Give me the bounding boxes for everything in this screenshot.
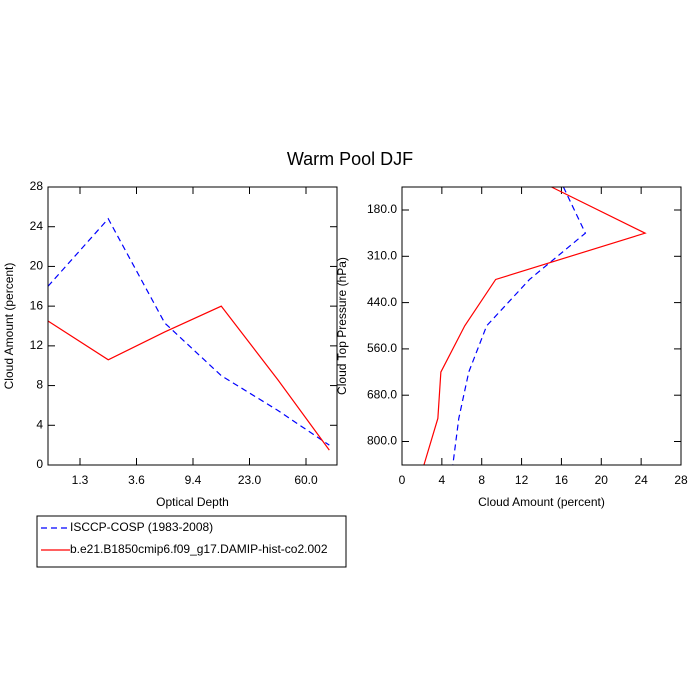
x-tick-label: 12 bbox=[515, 473, 529, 487]
y-tick-label: 310.0 bbox=[367, 248, 397, 262]
y-tick-label: 28 bbox=[30, 179, 44, 193]
y-tick-label: 180.0 bbox=[367, 202, 397, 216]
plot-frame bbox=[47, 186, 338, 466]
x-tick-label: 0 bbox=[399, 473, 406, 487]
x-tick-label: 8 bbox=[478, 473, 485, 487]
x-axis-label: Optical Depth bbox=[156, 495, 229, 509]
y-tick-label: 680.0 bbox=[367, 387, 397, 401]
x-tick-label: 4 bbox=[439, 473, 446, 487]
y-tick-label: 16 bbox=[30, 298, 44, 312]
y-tick-label: 8 bbox=[36, 378, 43, 392]
y-tick-label: 0 bbox=[36, 457, 43, 471]
figure-title: Warm Pool DJF bbox=[287, 149, 413, 169]
y-tick-label: 560.0 bbox=[367, 341, 397, 355]
y-tick-label: 24 bbox=[30, 219, 44, 233]
x-tick-label: 16 bbox=[555, 473, 569, 487]
x-tick-label: 20 bbox=[595, 473, 609, 487]
legend-box bbox=[36, 515, 347, 568]
x-tick-label: 3.6 bbox=[128, 473, 145, 487]
data-line bbox=[47, 217, 330, 446]
y-tick-label: 20 bbox=[30, 259, 44, 273]
legend-label: ISCCP-COSP (1983-2008) bbox=[70, 520, 213, 534]
y-axis-label: Cloud Amount (percent) bbox=[2, 263, 16, 390]
data-line bbox=[47, 305, 330, 451]
x-tick-label: 24 bbox=[634, 473, 648, 487]
x-axis-label: Cloud Amount (percent) bbox=[478, 495, 605, 509]
x-tick-label: 1.3 bbox=[72, 473, 89, 487]
y-tick-label: 800.0 bbox=[367, 434, 397, 448]
x-tick-label: 60.0 bbox=[294, 473, 318, 487]
y-axis-label: Cloud Top Pressure (hPa) bbox=[335, 257, 349, 395]
plot-frame bbox=[401, 186, 682, 466]
y-tick-label: 440.0 bbox=[367, 295, 397, 309]
x-tick-label: 28 bbox=[674, 473, 688, 487]
x-tick-label: 23.0 bbox=[238, 473, 262, 487]
data-line bbox=[423, 186, 647, 466]
legend-label: b.e21.B1850cmip6.f09_g17.DAMIP-hist-co2.… bbox=[70, 542, 328, 556]
data-line bbox=[452, 186, 587, 466]
y-tick-label: 12 bbox=[30, 338, 44, 352]
y-tick-label: 4 bbox=[36, 417, 43, 431]
x-tick-label: 9.4 bbox=[185, 473, 202, 487]
